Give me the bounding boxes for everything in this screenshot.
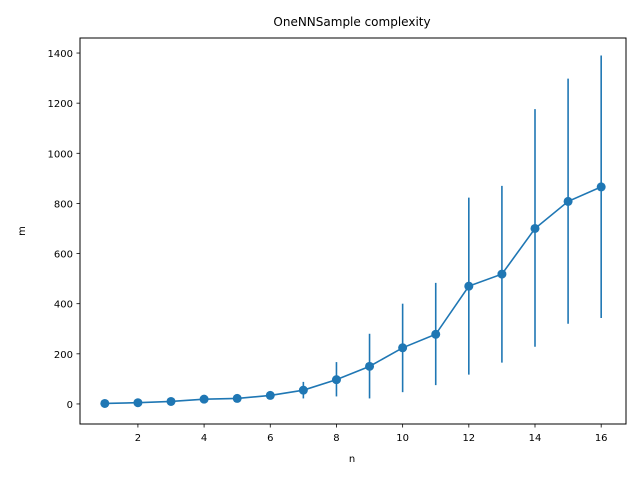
x-tick-label-6: 14	[529, 433, 542, 444]
x-tick-label-2: 6	[267, 433, 273, 444]
x-tick-label-3: 8	[333, 433, 339, 444]
data-point-14	[530, 223, 540, 233]
data-point-16	[596, 182, 606, 192]
y-tick-label-4: 800	[54, 199, 73, 210]
data-point-10	[398, 343, 408, 353]
plot-area	[100, 55, 606, 408]
chart-title: OneNNSample complexity	[273, 15, 430, 29]
x-axis: 2 4 6 8 10 12 14 16	[135, 424, 608, 444]
y-tick-label-0: 0	[67, 400, 73, 411]
data-point-7	[298, 385, 308, 395]
x-axis-label: n	[349, 454, 355, 465]
y-tick-label-1: 200	[54, 350, 73, 361]
series-line	[104, 186, 602, 405]
y-tick-label-7: 1400	[48, 49, 73, 60]
data-point-4	[199, 394, 209, 404]
data-point-13	[497, 269, 507, 279]
x-tick-label-0: 2	[135, 433, 141, 444]
y-tick-label-5: 1000	[48, 149, 73, 160]
y-tick-label-3: 600	[54, 250, 73, 261]
y-tick-label-2: 400	[54, 300, 73, 311]
y-axis: 0 200 400 600 800 1000 1200 1400	[48, 49, 80, 411]
data-point-6	[265, 390, 275, 400]
data-point-11	[431, 329, 441, 339]
data-point-2	[133, 398, 143, 408]
data-point-5	[232, 393, 242, 403]
data-point-12	[464, 281, 474, 291]
y-tick-label-6: 1200	[48, 99, 73, 110]
x-tick-label-7: 16	[595, 433, 608, 444]
x-tick-label-1: 4	[201, 433, 207, 444]
data-point-1	[100, 398, 110, 408]
y-axis-label: m	[17, 226, 28, 236]
x-tick-label-5: 12	[462, 433, 475, 444]
plot-frame	[79, 37, 627, 425]
data-point-15	[563, 196, 573, 206]
data-point-8	[331, 375, 341, 385]
data-point-9	[365, 361, 375, 371]
data-point-3	[166, 396, 176, 406]
x-tick-label-4: 10	[396, 433, 409, 444]
